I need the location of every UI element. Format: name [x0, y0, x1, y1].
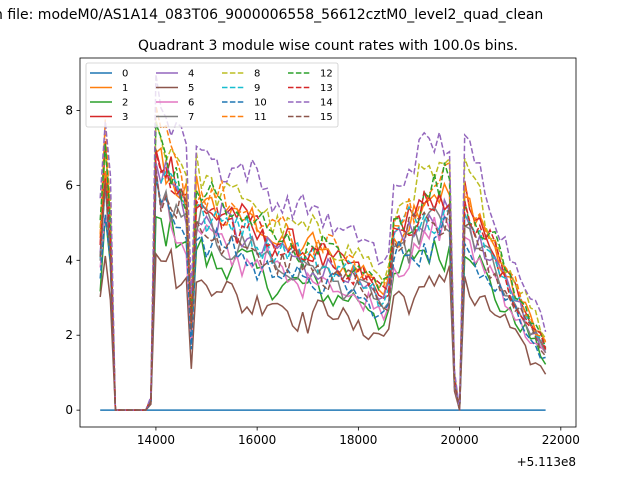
y-tick-label: 4 [65, 253, 73, 267]
series-lines [99, 74, 547, 411]
legend-label-5: 5 [188, 83, 194, 94]
legend-label-2: 2 [122, 98, 128, 109]
legend-label-7: 7 [188, 112, 194, 123]
x-tick-label: 14000 [137, 433, 175, 447]
series-line-7 [99, 175, 547, 411]
y-tick-label: 8 [65, 103, 73, 117]
y-tick-label: 2 [65, 328, 73, 342]
legend-label-15: 15 [320, 112, 333, 123]
legend-label-11: 11 [254, 112, 267, 123]
legend-label-3: 3 [122, 112, 128, 123]
legend-label-1: 1 [122, 83, 128, 94]
series-line-6 [99, 167, 547, 411]
legend-box [85, 62, 339, 128]
series-line-1 [99, 146, 547, 411]
series-line-5 [99, 247, 547, 411]
x-tick-label: 20000 [440, 433, 478, 447]
series-line-9 [99, 170, 547, 411]
legend-label-6: 6 [188, 98, 194, 109]
y-tick-label: 6 [65, 178, 73, 192]
series-line-10 [99, 177, 546, 411]
series-line-11 [99, 105, 547, 411]
x-tick-label: 18000 [339, 433, 377, 447]
x-tick-label: 16000 [238, 433, 276, 447]
legend-label-0: 0 [122, 69, 128, 80]
y-tick-label: 0 [65, 403, 73, 417]
x-axis: 14000 16000 18000 20000 22000 [137, 427, 580, 447]
chart-title: Quadrant 3 module wise count rates with … [138, 38, 518, 54]
series-line-12 [99, 123, 547, 411]
legend-label-13: 13 [320, 83, 333, 94]
legend-label-4: 4 [188, 69, 194, 80]
plot-area [79, 57, 577, 428]
legend-label-9: 9 [254, 83, 260, 94]
legend-label-14: 14 [320, 98, 333, 109]
y-axis: 0 2 4 6 8 [65, 103, 80, 417]
x-tick-label: 22000 [542, 433, 580, 447]
legend-label-10: 10 [254, 98, 267, 109]
series-line-15 [99, 168, 547, 411]
file-title: n file: modeM0/AS1A14_083T06_9000006558_… [0, 7, 543, 23]
legend-label-12: 12 [320, 69, 333, 80]
legend-label-8: 8 [254, 69, 260, 80]
x-offset-label: +5.113e8 [517, 455, 576, 469]
axes-frame [79, 57, 577, 428]
